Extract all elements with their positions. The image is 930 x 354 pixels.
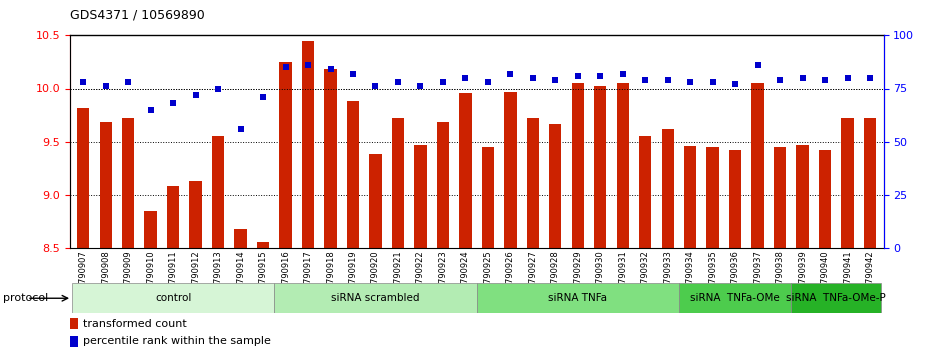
Point (166, 101, 180, 106)
Bar (774, 147, 786, 248)
Bar (100, 122, 112, 248)
Text: protocol: protocol (3, 293, 48, 303)
Bar (72, 283, 274, 313)
Text: siRNA TNFa: siRNA TNFa (549, 293, 607, 303)
Point (727, 81, 742, 87)
Bar (526, 118, 539, 248)
Point (256, 94, 271, 100)
Point (323, 67, 338, 72)
Bar (459, 93, 472, 248)
Bar (414, 145, 427, 248)
Bar (167, 186, 179, 248)
Point (840, 75, 855, 81)
Point (300, 62, 315, 68)
Point (862, 75, 877, 81)
Bar (70, 336, 78, 347)
Point (705, 79, 720, 85)
Bar (707, 147, 719, 248)
Point (817, 77, 832, 83)
Point (435, 79, 450, 85)
Bar (864, 118, 876, 248)
Point (211, 86, 226, 91)
Bar (325, 69, 337, 248)
Bar (369, 154, 381, 248)
Bar (504, 92, 516, 248)
Point (795, 75, 810, 81)
Bar (77, 108, 89, 248)
Bar (617, 83, 629, 248)
Point (751, 62, 765, 68)
Point (368, 84, 383, 89)
Bar (122, 118, 134, 248)
Bar (234, 229, 246, 248)
Text: control: control (155, 293, 192, 303)
Bar (842, 118, 854, 248)
Text: siRNA scrambled: siRNA scrambled (331, 293, 419, 303)
Point (592, 73, 607, 79)
Point (570, 73, 585, 79)
Bar (274, 283, 476, 313)
Point (121, 79, 136, 85)
Bar (257, 242, 270, 248)
Point (616, 71, 631, 76)
Bar (572, 83, 584, 248)
Text: siRNA  TNFa-OMe: siRNA TNFa-OMe (690, 293, 780, 303)
Point (278, 64, 293, 70)
Point (548, 77, 563, 83)
Point (99, 84, 113, 89)
Point (391, 79, 405, 85)
Bar (791, 283, 882, 313)
Point (638, 77, 653, 83)
Bar (549, 124, 562, 248)
Bar (594, 86, 606, 248)
Point (503, 71, 518, 76)
Bar (347, 101, 359, 248)
Point (413, 84, 428, 89)
Bar (684, 146, 697, 248)
Point (188, 92, 203, 98)
Bar (70, 318, 78, 329)
Bar (476, 283, 679, 313)
Bar (212, 136, 224, 248)
Text: transformed count: transformed count (83, 319, 187, 329)
Text: siRNA  TNFa-OMe-P: siRNA TNFa-OMe-P (787, 293, 886, 303)
Bar (279, 62, 292, 248)
Bar (679, 283, 791, 313)
Bar (482, 147, 494, 248)
Bar (661, 129, 674, 248)
Point (660, 77, 675, 83)
Point (233, 126, 248, 132)
Bar (796, 145, 809, 248)
Point (525, 75, 540, 81)
Bar (751, 83, 764, 248)
Bar (302, 41, 314, 248)
Point (481, 79, 496, 85)
Bar (729, 150, 741, 248)
Text: GDS4371 / 10569890: GDS4371 / 10569890 (70, 9, 205, 22)
Point (458, 75, 472, 81)
Bar (819, 150, 831, 248)
Bar (190, 181, 202, 248)
Bar (144, 211, 157, 248)
Text: percentile rank within the sample: percentile rank within the sample (83, 336, 271, 346)
Bar (437, 122, 449, 248)
Point (346, 71, 361, 76)
Bar (639, 136, 651, 248)
Bar (392, 118, 405, 248)
Point (143, 107, 158, 113)
Point (76, 79, 91, 85)
Point (683, 79, 698, 85)
Point (773, 77, 788, 83)
